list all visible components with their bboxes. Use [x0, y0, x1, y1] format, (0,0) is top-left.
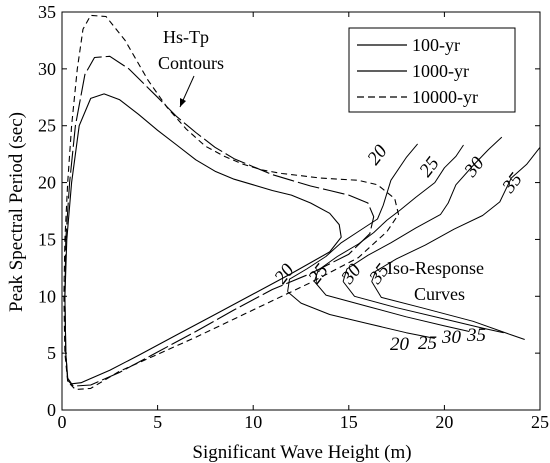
iso-response-curve-20-upper [287, 143, 418, 292]
plot-frame [61, 11, 541, 411]
iso-label-mid-20: 20 [270, 260, 299, 288]
iso-response-annotation-line2: Curves [414, 284, 465, 304]
legend-label-1000yr: 1000-yr [412, 61, 469, 81]
iso-response-curve-30-lower [342, 281, 504, 334]
iso-label-top-25: 25 [415, 153, 443, 181]
iso-label-bottom-30: 30 [441, 327, 462, 348]
x-tick-label: 5 [153, 412, 162, 432]
iso-label-bottom-25: 25 [418, 333, 437, 354]
y-tick-label: 35 [38, 2, 56, 22]
y-axis-title: Peak Spectral Period (sec) [6, 112, 27, 312]
y-tick-label: 5 [47, 343, 56, 363]
iso-label-bottom-35: 35 [466, 325, 486, 346]
y-tick-label: 20 [38, 173, 56, 193]
y-tick-label: 25 [38, 116, 56, 136]
series-line-1000yr [64, 55, 375, 387]
iso-response-curve-35-upper [371, 146, 541, 282]
x-tick-label: 10 [244, 412, 262, 432]
hs-tp-contours [63, 14, 400, 391]
iso-response-annotation-line1: Iso-Response [387, 258, 484, 278]
legend-label-100yr: 100-yr [412, 35, 460, 55]
y-tick-label: 10 [38, 286, 56, 306]
contours-annotation-line2: Contours [158, 53, 224, 73]
legend-box [348, 27, 516, 113]
contours-annotation-line1: Hs-Tp [163, 27, 209, 47]
x-tick-label: 15 [340, 412, 358, 432]
series-line-100yr [64, 93, 342, 385]
iso-label-bottom-20: 20 [390, 334, 410, 355]
iso-response-curve-20-lower [287, 291, 435, 339]
series-line-10000yr [63, 14, 400, 391]
iso-response-curve-30-upper [342, 136, 503, 282]
x-axis-title: Significant Wave Height (m) [192, 442, 411, 463]
y-tick-label: 30 [38, 59, 56, 79]
x-tick-label: 25 [531, 412, 549, 432]
iso-label-top-20: 20 [363, 141, 392, 169]
y-tick-label: 15 [38, 229, 56, 249]
iso-response-curve-25-lower [314, 281, 470, 332]
y-tick-label: 0 [47, 400, 56, 420]
iso-label-mid-30: 30 [337, 260, 366, 289]
legend: 100-yr 1000-yr 10000-yr [348, 27, 516, 113]
x-tick-label: 0 [58, 412, 67, 432]
iso-label-top-35: 35 [498, 169, 527, 198]
contours-annotation-arrowhead [180, 98, 186, 107]
iso-label-top-30: 30 [460, 153, 489, 182]
iso-response-curves [287, 136, 541, 340]
legend-label-10000yr: 10000-yr [412, 87, 478, 107]
iso-response-curve-35-lower [371, 281, 525, 340]
x-tick-label: 20 [435, 412, 453, 432]
iso-response-curve-25-upper [313, 144, 464, 282]
